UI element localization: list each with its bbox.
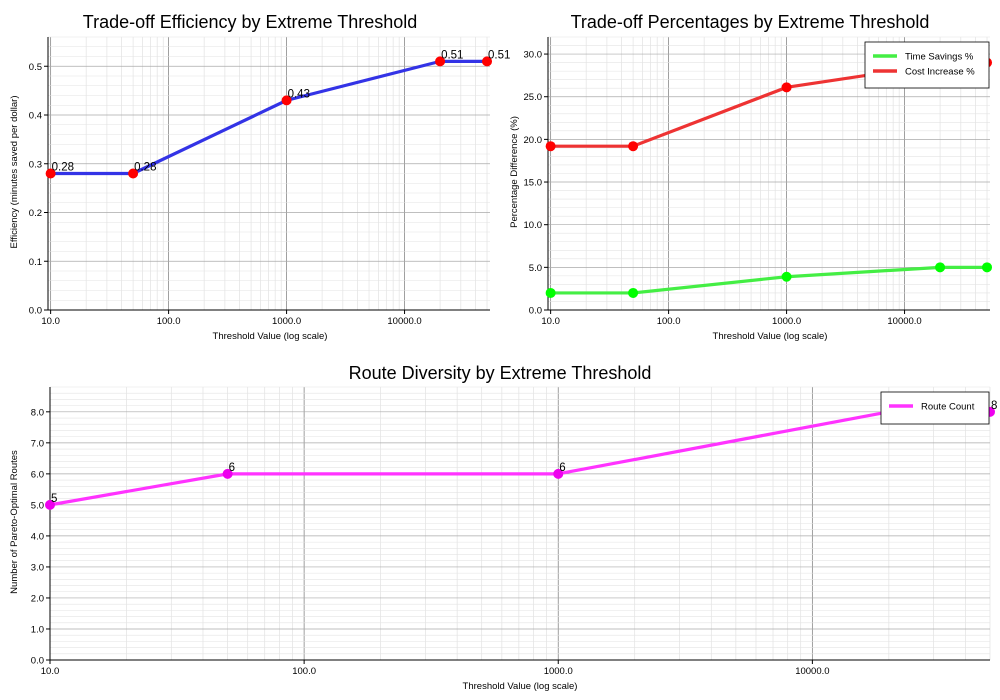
efficiency-chart-plot-area: 10.0 100.0 1000.0 10000.0 0.0 0.1 0.2 0.3 0.4 0.5…	[29, 36, 510, 327]
percentages-y-tick-label: 20.0	[524, 135, 543, 146]
route-diversity-grid	[49, 386, 991, 661]
efficiency-data-label: 0.51	[441, 49, 463, 61]
efficiency-y-tick-label: 0.3	[29, 159, 42, 170]
efficiency-x-tick-label: 100.0	[157, 316, 181, 327]
efficiency-chart: Trade-off Efficiency by Extreme Threshol…	[9, 12, 510, 342]
efficiency-x-tick-label: 1000.0	[272, 316, 301, 327]
percentages-x-tick-label: 10000.0	[887, 316, 921, 327]
percentages-y-tick-label: 30.0	[524, 50, 543, 61]
efficiency-y-tick-label: 0.4	[29, 111, 42, 122]
percentages-chart: Trade-off Percentages by Extreme Thresho…	[509, 12, 993, 342]
efficiency-data-point	[482, 56, 493, 67]
efficiency-y-tick-label: 0.1	[29, 257, 42, 268]
route-diversity-y-tick-label: 1.0	[31, 624, 44, 635]
efficiency-x-tick-label: 10000.0	[387, 316, 421, 327]
percentages-data-point	[628, 141, 639, 152]
route-diversity-data-label: 6	[559, 462, 565, 474]
percentages-chart-title: Trade-off Percentages by Extreme Thresho…	[571, 12, 930, 32]
efficiency-chart-ylabel: Efficiency (minutes saved per dollar)	[9, 96, 20, 249]
route-diversity-y-tick-label: 8.0	[31, 407, 44, 418]
percentages-y-tick-label: 10.0	[524, 220, 543, 231]
efficiency-y-tick-label: 0.5	[29, 62, 42, 73]
percentages-data-point	[545, 141, 556, 152]
efficiency-data-point	[435, 56, 446, 67]
percentages-y-tick-label: 5.0	[529, 263, 542, 274]
percentages-data-point	[935, 262, 946, 273]
percentages-series-0	[545, 262, 993, 298]
efficiency-x-tick-label: 10.0	[41, 316, 60, 327]
route-diversity-x-tick-label: 1000.0	[544, 666, 573, 677]
efficiency-series-0: 0.28 0.28 0.43 0.51 0.51	[45, 49, 510, 179]
percentages-legend-label: Cost Increase %	[905, 67, 975, 78]
route-diversity-y-tick-label: 7.0	[31, 438, 44, 449]
percentages-x-tick-label: 10.0	[541, 316, 560, 327]
percentages-legend-box	[864, 41, 990, 89]
efficiency-chart-title: Trade-off Efficiency by Extreme Threshol…	[83, 12, 418, 32]
route-diversity-y-tick-label: 6.0	[31, 469, 44, 480]
route-diversity-chart-xlabel: Threshold Value (log scale)	[463, 681, 578, 692]
percentages-data-point	[781, 82, 792, 93]
route-diversity-legend-box	[880, 391, 990, 425]
route-diversity-legend-label: Route Count	[921, 402, 975, 413]
route-diversity-x-tick-label: 100.0	[292, 666, 316, 677]
route-diversity-chart-title: Route Diversity by Extreme Threshold	[349, 363, 652, 383]
percentages-y-tick-label: 0.0	[529, 306, 542, 317]
percentages-x-tick-label: 100.0	[657, 316, 681, 327]
route-diversity-data-label: 8	[991, 400, 997, 412]
route-diversity-data-label: 6	[229, 462, 235, 474]
efficiency-data-label: 0.28	[134, 162, 156, 174]
route-diversity-data-label: 5	[51, 493, 57, 505]
percentages-data-point	[628, 287, 639, 298]
percentages-y-tick-label: 15.0	[524, 178, 543, 189]
route-diversity-chart-ylabel: Number of Pareto-Optimal Routes	[9, 450, 20, 594]
efficiency-data-point	[281, 95, 292, 106]
percentages-data-point	[781, 271, 792, 282]
efficiency-data-label: 0.51	[488, 49, 510, 61]
route-diversity-data-point	[45, 499, 55, 510]
efficiency-data-point	[128, 168, 139, 179]
percentages-legend-label: Time Savings %	[905, 52, 974, 63]
percentages-chart-ylabel: Percentage Difference (%)	[509, 116, 520, 228]
efficiency-data-point	[45, 168, 56, 179]
route-diversity-data-point	[553, 468, 564, 479]
route-diversity-y-tick-label: 3.0	[31, 562, 44, 573]
percentages-chart-plot-area: 10.0 100.0 1000.0 10000.0 0.0 5.0 10.0 15.0 20.0…	[524, 36, 993, 327]
efficiency-data-label: 0.28	[52, 162, 74, 174]
efficiency-y-tick-label: 0.2	[29, 208, 42, 219]
route-diversity-chart: Route Diversity by Extreme Threshold Thr…	[9, 363, 997, 692]
percentages-chart-xlabel: Threshold Value (log scale)	[713, 331, 828, 342]
route-diversity-legend: Route Count	[880, 391, 990, 425]
efficiency-chart-xlabel: Threshold Value (log scale)	[213, 331, 328, 342]
efficiency-grid	[48, 36, 490, 311]
efficiency-y-tick-label: 0.0	[29, 306, 42, 317]
route-diversity-y-tick-label: 0.0	[31, 656, 44, 667]
percentages-grid	[548, 36, 990, 311]
percentages-data-point	[982, 262, 993, 273]
route-diversity-y-tick-label: 5.0	[31, 500, 44, 511]
route-diversity-x-tick-label: 10.0	[41, 666, 60, 677]
route-diversity-chart-plot-area: 10.0 100.0 1000.0 10000.0 0.0 1.0 2.0 3.0 4.0 5.0…	[31, 386, 997, 677]
route-diversity-x-tick-label: 10000.0	[795, 666, 829, 677]
efficiency-data-label: 0.43	[288, 88, 310, 100]
percentages-y-tick-label: 25.0	[524, 92, 543, 103]
percentages-legend: Time Savings % Cost Increase %	[864, 41, 990, 89]
route-diversity-y-tick-label: 2.0	[31, 593, 44, 604]
route-diversity-y-tick-label: 4.0	[31, 531, 44, 542]
percentages-data-point	[545, 287, 556, 298]
percentages-x-tick-label: 1000.0	[772, 316, 801, 327]
route-diversity-data-point	[222, 468, 233, 479]
